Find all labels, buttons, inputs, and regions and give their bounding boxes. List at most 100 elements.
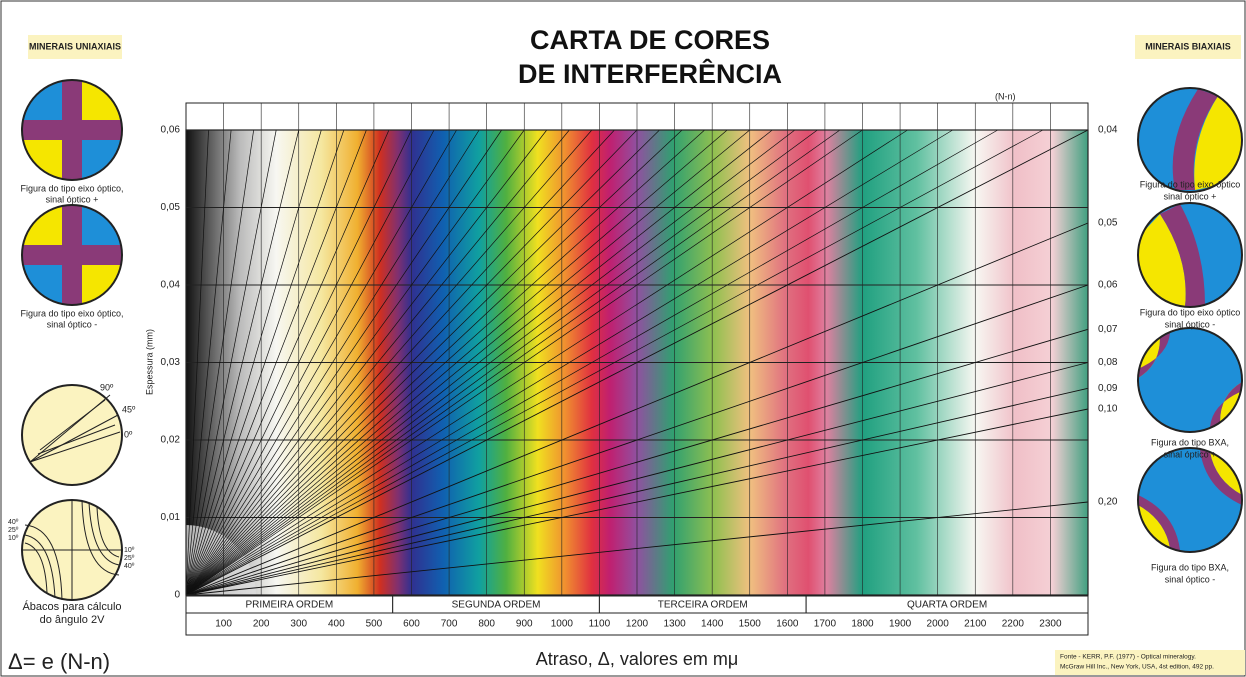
- birefringence-line: [185, 387, 1089, 596]
- birefringence-line: [185, 284, 1089, 596]
- x-tick-label: 1200: [626, 619, 649, 630]
- birefringence-line: [185, 129, 322, 596]
- x-tick-label: 1700: [814, 619, 837, 630]
- birefringence-line: [185, 129, 345, 596]
- x-tick-label: 1600: [776, 619, 799, 630]
- birefringence-line: [185, 129, 457, 596]
- x-tick-label: 1400: [701, 619, 724, 630]
- birefringence-line: [185, 129, 412, 596]
- biaxial-figures: [1137, 87, 1243, 553]
- source: Fonte - KERR, P.F. (1977) - Optical mine…: [1060, 654, 1196, 661]
- x-tick-label: 1500: [739, 619, 762, 630]
- source-box: [1055, 650, 1245, 675]
- x-tick-label: 1300: [663, 619, 686, 630]
- abacus: [21, 384, 123, 601]
- birefringence-line: [185, 129, 570, 596]
- order-label: SEGUNDA ORDEM: [452, 600, 541, 611]
- birefringence-line: [185, 129, 953, 596]
- heading: MINERAIS UNIAXIAIS: [29, 41, 121, 51]
- x-tick-label: 1000: [551, 619, 574, 630]
- top-label: (N-n): [995, 91, 1016, 101]
- abacus-label: 45º: [122, 404, 136, 414]
- abacus-label: 10º: [8, 535, 19, 542]
- x-tick-label: 1800: [851, 619, 874, 630]
- birefringence-line: [185, 129, 908, 596]
- formula: Δ= e (N-n): [8, 649, 110, 674]
- abacus-label: 25º: [124, 555, 135, 562]
- caption: Figura do tipo BXA,: [1151, 437, 1229, 447]
- birefringence-line: [185, 129, 593, 596]
- birefringence-label: 0,05: [1098, 218, 1118, 229]
- birefringence-line: [185, 129, 480, 596]
- source: McGraw Hill Inc., New York, USA, 4st edi…: [1060, 664, 1214, 671]
- birefringence-line: [185, 129, 998, 596]
- caption: do ângulo 2V: [40, 614, 105, 626]
- caption: Figura do tipo eixo óptico,: [20, 308, 123, 318]
- caption: sinal óptico -: [1165, 319, 1216, 329]
- x-tick-label: 400: [328, 619, 345, 630]
- x-tick-label: 800: [478, 619, 495, 630]
- birefringence-line: [185, 129, 818, 596]
- birefringence-line: [185, 129, 254, 596]
- caption: Figura do tipo eixo óptico: [1140, 307, 1241, 317]
- birefringence-label: 0,04: [1098, 125, 1118, 136]
- abacus-label: 10º: [124, 547, 135, 554]
- x-tick-label: 100: [215, 619, 232, 630]
- x-tick-label: 2100: [964, 619, 987, 630]
- tick-row: [185, 612, 1089, 636]
- x-axis-label: Atraso, Δ, valores em mμ: [536, 649, 738, 669]
- birefringence-line: [185, 501, 1089, 596]
- x-tick-label: 900: [516, 619, 533, 630]
- caption: Ábacos para cálculo: [22, 600, 121, 613]
- birefringence-line: [185, 222, 1089, 596]
- y-tick-label: 0: [174, 590, 180, 601]
- heading-box: [28, 35, 122, 59]
- birefringence-line: [185, 129, 1044, 596]
- birefringence-line: [185, 408, 1089, 596]
- heading: MINERAIS BIAXIAIS: [1145, 41, 1231, 51]
- caption: sinal óptico -: [47, 319, 98, 329]
- birefringence-line: [185, 129, 367, 596]
- y-tick-label: 0,06: [161, 125, 181, 136]
- x-tick-label: 200: [253, 619, 270, 630]
- y-tick-label: 0,02: [161, 435, 181, 446]
- birefringence-line: [185, 129, 841, 596]
- birefringence-line: [185, 129, 209, 596]
- abacus-label: 40º: [8, 519, 19, 526]
- x-tick-label: 300: [290, 619, 307, 630]
- caption: Figura do tipo eixo óptico: [1140, 179, 1241, 189]
- x-tick-label: 2000: [927, 619, 950, 630]
- abacus-label: 0º: [124, 429, 133, 439]
- caption: sinal óptico +: [46, 194, 99, 204]
- uniaxial-plus: [21, 79, 123, 181]
- birefringence-line: [185, 129, 502, 596]
- plot-frame: [185, 129, 1089, 596]
- caption: Figura do tipo BXA,: [1151, 562, 1229, 572]
- birefringence-line: [185, 328, 1089, 596]
- birefringence-line: [185, 129, 773, 596]
- x-tick-label: 2300: [1039, 619, 1062, 630]
- birefringence-line: [185, 129, 638, 596]
- order-label: PRIMEIRA ORDEM: [245, 600, 333, 611]
- birefringence-line: [185, 129, 796, 596]
- birefringence-line: [185, 129, 435, 596]
- caption: sinal óptico +: [1164, 449, 1217, 459]
- birefringence-label: 0,07: [1098, 324, 1118, 335]
- birefringence-label: 0,10: [1098, 404, 1118, 415]
- y-tick-label: 0,04: [161, 280, 181, 291]
- birefringence-line: [185, 362, 1089, 596]
- x-tick-label: 1100: [589, 619, 611, 630]
- caption: sinal óptico -: [1165, 574, 1216, 584]
- x-tick-label: 600: [403, 619, 420, 630]
- birefringence-line: [185, 129, 863, 596]
- birefringence-line: [185, 129, 660, 596]
- birefringence-label: 0,08: [1098, 357, 1118, 368]
- x-tick-label: 1900: [889, 619, 912, 630]
- x-tick-label: 2200: [1002, 619, 1025, 630]
- uniaxial-minus: [21, 204, 123, 306]
- abacus-label: 40º: [124, 563, 135, 570]
- birefringence-line: [185, 129, 232, 596]
- y-tick-label: 0,03: [161, 357, 181, 368]
- birefringence-line: [185, 129, 1089, 596]
